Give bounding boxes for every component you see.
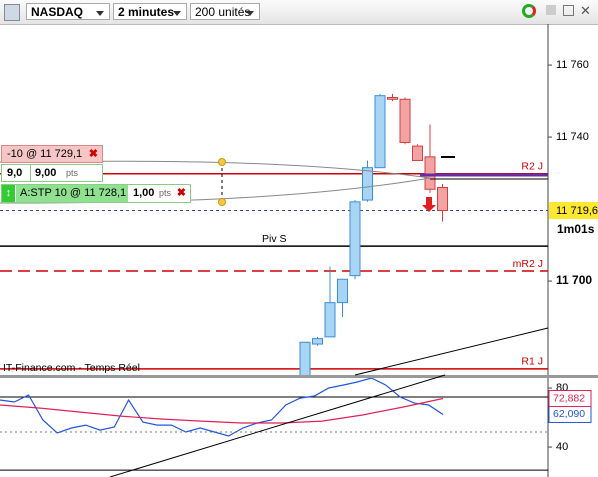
period-select[interactable]: 2 minutes (113, 3, 187, 20)
candle-body (299, 341, 311, 375)
minimize-button[interactable] (546, 5, 556, 15)
order-handle[interactable] (218, 198, 226, 206)
stop-order[interactable]: ↕ A:STP 10 @ 11 728,1 1,00 pts ✖ (1, 184, 191, 203)
sell-arrow (422, 197, 436, 212)
y-tick-label: 11 760 (556, 59, 589, 71)
level-label: Piv S (262, 233, 287, 245)
units-select[interactable]: 200 unités (190, 3, 260, 20)
trend-line (109, 374, 446, 477)
timer: 1m01s (557, 222, 595, 236)
stop-unit: pts (159, 188, 172, 198)
candle-body (362, 167, 373, 201)
trend-line (354, 327, 549, 376)
candle-body (387, 96, 398, 100)
candle-body (374, 95, 386, 169)
candle-body (337, 278, 348, 304)
candle-body (437, 186, 448, 211)
source-label: IT-Finance.com - Temps Réel (3, 362, 140, 374)
osc-line (0, 397, 444, 424)
osc-last-label: 62,090 (553, 408, 585, 420)
candle-body (349, 201, 361, 277)
sell-order-label: -10 @ 11 729,1 (7, 148, 83, 160)
osc-badge (548, 390, 592, 408)
candle-body (412, 145, 423, 161)
y-tick-label: 11 700 (556, 273, 592, 287)
price-badge (549, 202, 598, 219)
order-handle[interactable] (218, 158, 226, 166)
candle-body (312, 338, 323, 345)
maximize-button[interactable] (563, 5, 574, 16)
target-distance: 9,00 (30, 165, 56, 182)
drag-handle[interactable]: ↕ (2, 185, 15, 202)
osc-line (0, 378, 444, 437)
menu-icon[interactable] (4, 4, 20, 21)
candle-body (424, 156, 436, 190)
close-button[interactable]: ✕ (580, 3, 591, 18)
level-label: R2 J (521, 161, 543, 173)
chart: IT-Finance.com - Temps Réel 11 719,6 1m0… (0, 24, 598, 477)
candle-body (399, 98, 411, 143)
cancel[interactable]: ✖ (88, 148, 98, 160)
symbol-select[interactable]: NASDAQ (26, 3, 110, 20)
osc-last-label: 72,882 (553, 392, 585, 404)
target-order[interactable]: 9,0 9,00 pts (1, 164, 103, 182)
toolbar: NASDAQ 2 minutes 200 unités ✕ (0, 0, 598, 25)
cancel[interactable]: ✖ (176, 187, 186, 199)
level-label: R1 J (521, 356, 543, 368)
level-label: mR2 J (513, 258, 543, 270)
stop-distance: 1,00 (133, 187, 155, 199)
y-tick-label: 40 (556, 441, 568, 453)
stop-order-label: A:STP 10 @ 11 728,1 (16, 185, 128, 202)
target-unit: pts (66, 168, 79, 178)
last-price-label: 11 719,6 (556, 205, 598, 217)
sell-order[interactable]: -10 @ 11 729,1 ✖ (1, 145, 103, 163)
target-qty: 9,0 (7, 167, 23, 179)
y-tick-label: 11 740 (556, 131, 589, 143)
candle-body (324, 302, 336, 338)
refresh-icon[interactable] (522, 4, 536, 18)
